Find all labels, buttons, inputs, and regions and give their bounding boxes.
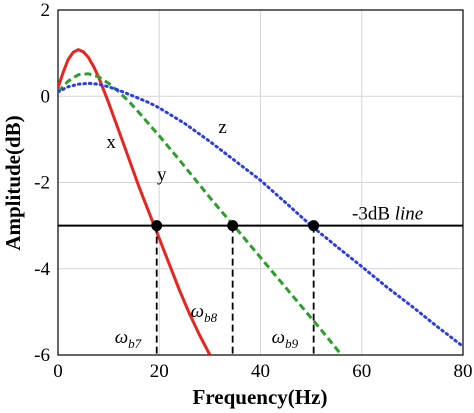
x-axis-title: Frequency(Hz) (193, 385, 328, 409)
x-tick-label: 80 (454, 361, 473, 382)
plot-frame (57, 9, 464, 356)
marker-label-b9: ωb9 (272, 327, 299, 351)
marker-sub-b9: b9 (285, 336, 299, 351)
chart-labels: x y z (106, 117, 226, 185)
reference-line-label: -3dB line (352, 204, 423, 225)
x-tick-label: 20 (150, 361, 169, 382)
marker-label-b7: ωb7 (115, 327, 142, 351)
reference-line-group: -3dB line (58, 204, 463, 227)
marker-sub-b8: b8 (204, 310, 218, 325)
marker-omega-b8: ω (191, 301, 204, 322)
reference-line-label-prefix: -3dB (352, 204, 395, 225)
series-line-z (58, 81, 463, 348)
x-tick-label: 40 (251, 361, 270, 382)
series-line-y (58, 72, 343, 355)
reference-line-label-italic: line (395, 204, 424, 225)
x-tick-label: 0 (53, 361, 63, 382)
marker-point-b7 (151, 220, 163, 232)
series-line-x (58, 48, 212, 355)
y-tick-label: -4 (34, 259, 50, 280)
series-label-z: z (218, 117, 226, 138)
marker-label-b8: ωb8 (191, 301, 218, 325)
y-axis-title: Amplitude(dB) (1, 115, 25, 250)
series-label-x: x (106, 132, 116, 153)
marker-point-b9 (308, 220, 320, 232)
marker-omega-b7: ω (115, 327, 128, 348)
y-tick-label: -2 (34, 173, 50, 194)
marker-point-b8 (227, 220, 239, 232)
series-group (58, 48, 463, 355)
series-label-y: y (157, 164, 167, 185)
marker-omega-b9: ω (272, 327, 285, 348)
y-tick-label: -6 (34, 345, 50, 366)
marker-sub-b7: b7 (128, 336, 142, 351)
y-tick-label: 0 (41, 86, 51, 107)
y-tick-label: 2 (41, 0, 51, 21)
axes: 0 20 40 60 80 -6 -4 -2 0 2 (34, 0, 472, 382)
x-tick-label: 60 (352, 361, 371, 382)
